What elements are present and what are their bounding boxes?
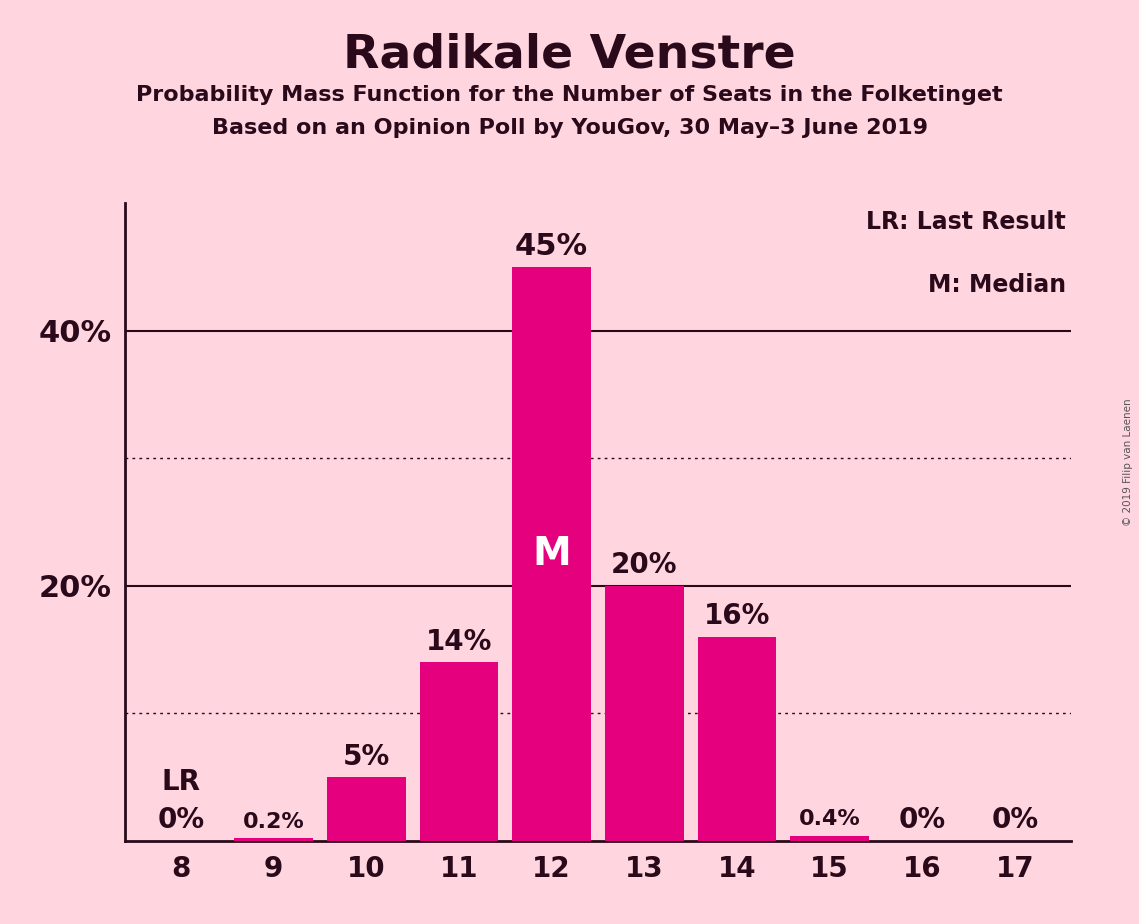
Bar bbox=[235, 838, 313, 841]
Text: Based on an Opinion Poll by YouGov, 30 May–3 June 2019: Based on an Opinion Poll by YouGov, 30 M… bbox=[212, 118, 927, 139]
Text: M: M bbox=[532, 535, 571, 573]
Text: 5%: 5% bbox=[343, 743, 390, 771]
Text: 0%: 0% bbox=[899, 807, 945, 834]
Bar bbox=[419, 663, 499, 841]
Bar bbox=[605, 586, 683, 841]
Text: M: Median: M: Median bbox=[928, 274, 1066, 298]
Text: 20%: 20% bbox=[611, 552, 678, 579]
Text: 45%: 45% bbox=[515, 232, 588, 261]
Bar bbox=[327, 777, 405, 841]
Text: Probability Mass Function for the Number of Seats in the Folketinget: Probability Mass Function for the Number… bbox=[137, 85, 1002, 105]
Text: 0.2%: 0.2% bbox=[243, 812, 304, 832]
Text: © 2019 Filip van Laenen: © 2019 Filip van Laenen bbox=[1123, 398, 1133, 526]
Bar bbox=[790, 835, 869, 841]
Text: 16%: 16% bbox=[704, 602, 770, 630]
Text: 0.4%: 0.4% bbox=[798, 809, 861, 830]
Text: LR: Last Result: LR: Last Result bbox=[867, 210, 1066, 234]
Text: 0%: 0% bbox=[991, 807, 1039, 834]
Text: Radikale Venstre: Radikale Venstre bbox=[343, 32, 796, 78]
Bar bbox=[697, 637, 777, 841]
Text: 0%: 0% bbox=[157, 807, 205, 834]
Bar bbox=[513, 267, 591, 841]
Text: 14%: 14% bbox=[426, 628, 492, 656]
Text: LR: LR bbox=[162, 768, 200, 796]
